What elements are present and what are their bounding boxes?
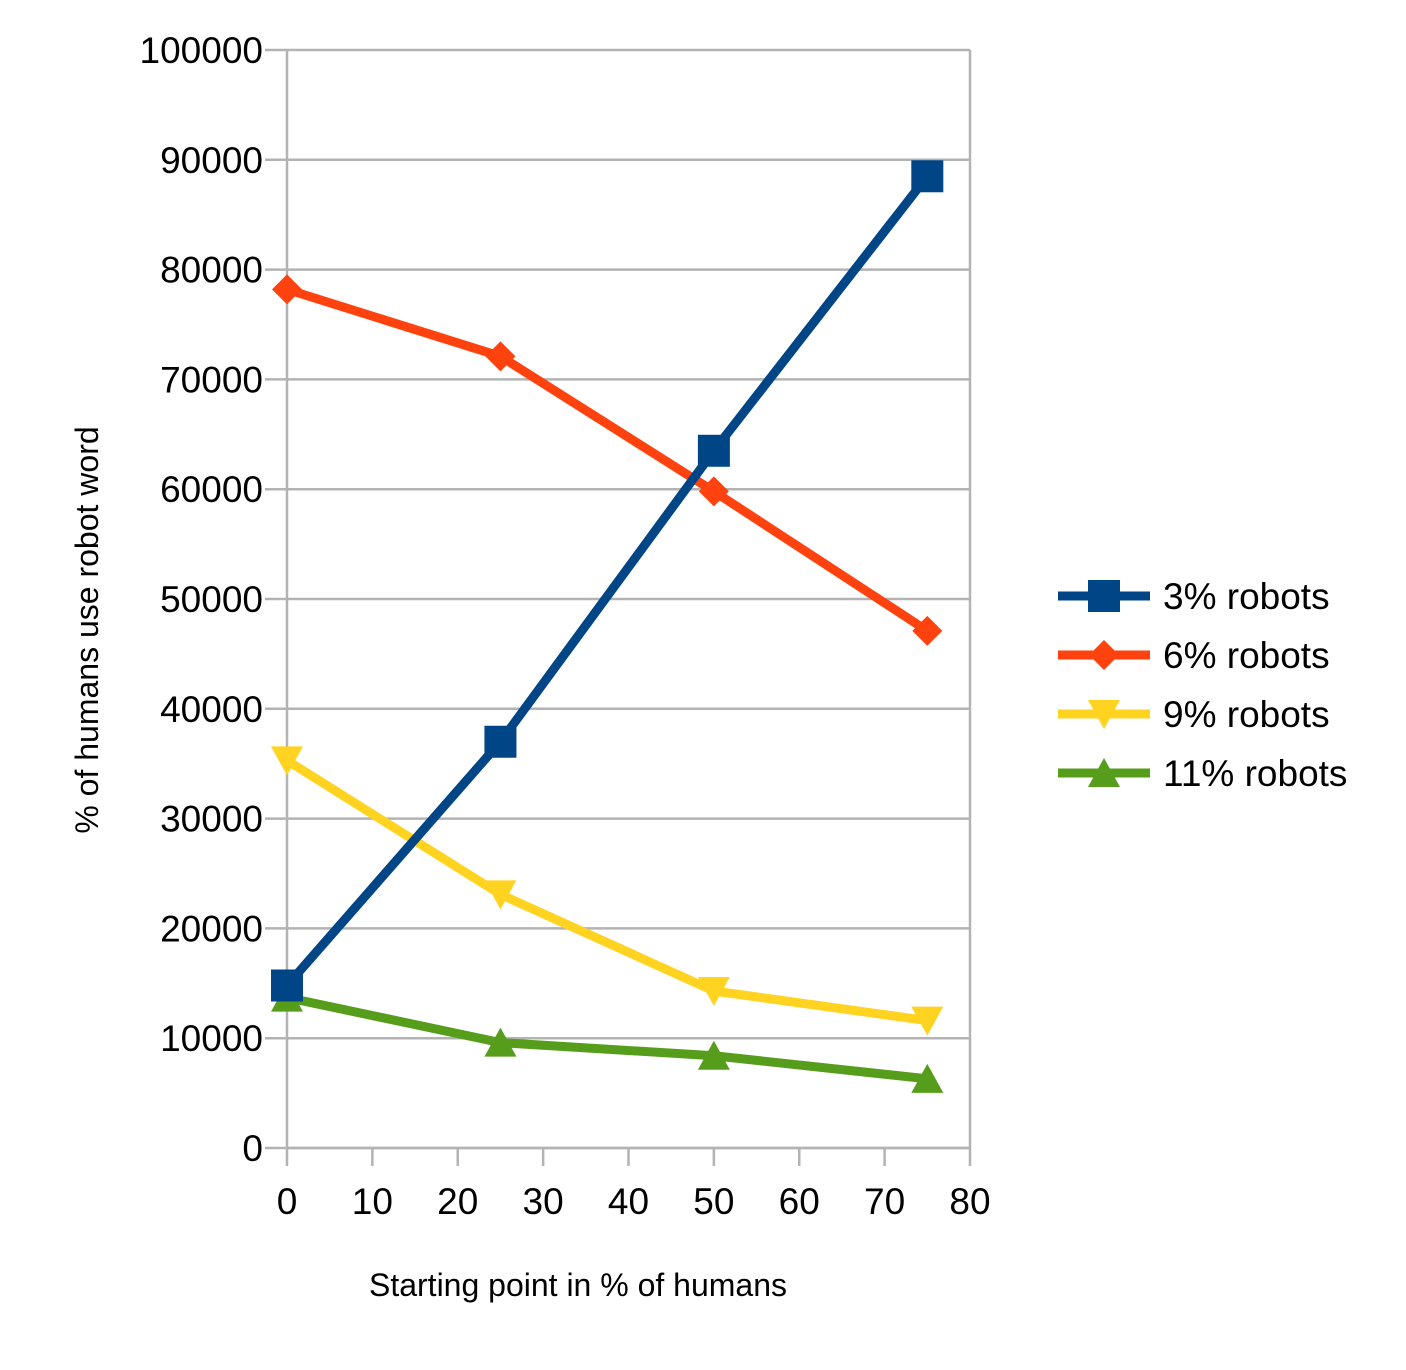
data-point xyxy=(271,746,303,776)
data-point xyxy=(697,434,730,467)
data-point xyxy=(272,274,302,305)
y-tick-label: 20000 xyxy=(160,908,263,949)
data-point xyxy=(484,1027,517,1057)
axes: 0 10000 20000 30000 40000 50000 60000 70000 8000… xyxy=(140,30,991,1222)
y-axis-title: % of humans use robot word xyxy=(69,426,105,833)
y-tick-label: 50000 xyxy=(160,579,263,620)
x-tick-label: 30 xyxy=(523,1181,564,1222)
legend-swatch-marker xyxy=(1088,700,1120,729)
y-tick-label: 70000 xyxy=(160,359,263,400)
y-tick-label: 0 xyxy=(242,1128,263,1169)
x-tick-label: 60 xyxy=(779,1181,820,1222)
x-tick-label: 20 xyxy=(437,1181,478,1222)
legend-label: 3% robots xyxy=(1163,576,1330,617)
series-line xyxy=(282,171,932,990)
legend: 3% robots 6% robots 9% robots 11% robots xyxy=(1058,576,1347,794)
x-tick-label: 10 xyxy=(352,1181,393,1222)
x-tick-label: 50 xyxy=(693,1181,734,1222)
series-1 xyxy=(271,160,944,1002)
data-point xyxy=(911,1063,944,1093)
gridlines xyxy=(287,48,970,1150)
series-4 xyxy=(271,982,944,1093)
x-tick-label: 40 xyxy=(608,1181,649,1222)
legend-swatch-marker xyxy=(1088,758,1120,787)
series-line xyxy=(282,755,932,1026)
legend-label: 11% robots xyxy=(1163,753,1347,794)
data-point xyxy=(484,880,517,910)
y-tick-label: 60000 xyxy=(160,469,263,510)
legend-label: 6% robots xyxy=(1163,635,1330,676)
y-tick-label: 10000 xyxy=(160,1018,263,1059)
x-tick-label: 0 xyxy=(277,1181,298,1222)
y-tick-label: 30000 xyxy=(160,799,263,840)
y-tick-label: 80000 xyxy=(160,250,263,291)
y-tick-label: 100000 xyxy=(140,30,263,71)
legend-item: 11% robots xyxy=(1058,753,1347,794)
legend-item: 9% robots xyxy=(1058,694,1330,735)
series xyxy=(271,160,944,1093)
x-tick-label: 70 xyxy=(864,1181,905,1222)
series-line xyxy=(282,993,932,1084)
x-axis-title: Starting point in % of humans xyxy=(369,1267,787,1303)
series-2 xyxy=(272,274,943,646)
legend-item: 3% robots xyxy=(1058,576,1330,617)
legend-swatch-marker xyxy=(1088,580,1120,612)
data-point xyxy=(912,615,943,646)
x-tick-label: 80 xyxy=(949,1181,990,1222)
y-tick-label: 90000 xyxy=(160,140,263,181)
data-point xyxy=(271,969,303,1002)
legend-label: 9% robots xyxy=(1163,694,1330,735)
data-point xyxy=(911,160,944,193)
series-3 xyxy=(271,746,944,1036)
data-point xyxy=(698,476,729,507)
data-point xyxy=(485,341,516,372)
data-point xyxy=(911,1006,944,1036)
data-point xyxy=(697,1040,730,1070)
legend-item: 6% robots xyxy=(1058,635,1330,676)
data-point xyxy=(484,725,517,758)
y-tick-label: 40000 xyxy=(160,689,263,730)
data-point xyxy=(697,976,730,1006)
legend-swatch-marker xyxy=(1089,640,1119,670)
series-line xyxy=(282,284,932,636)
